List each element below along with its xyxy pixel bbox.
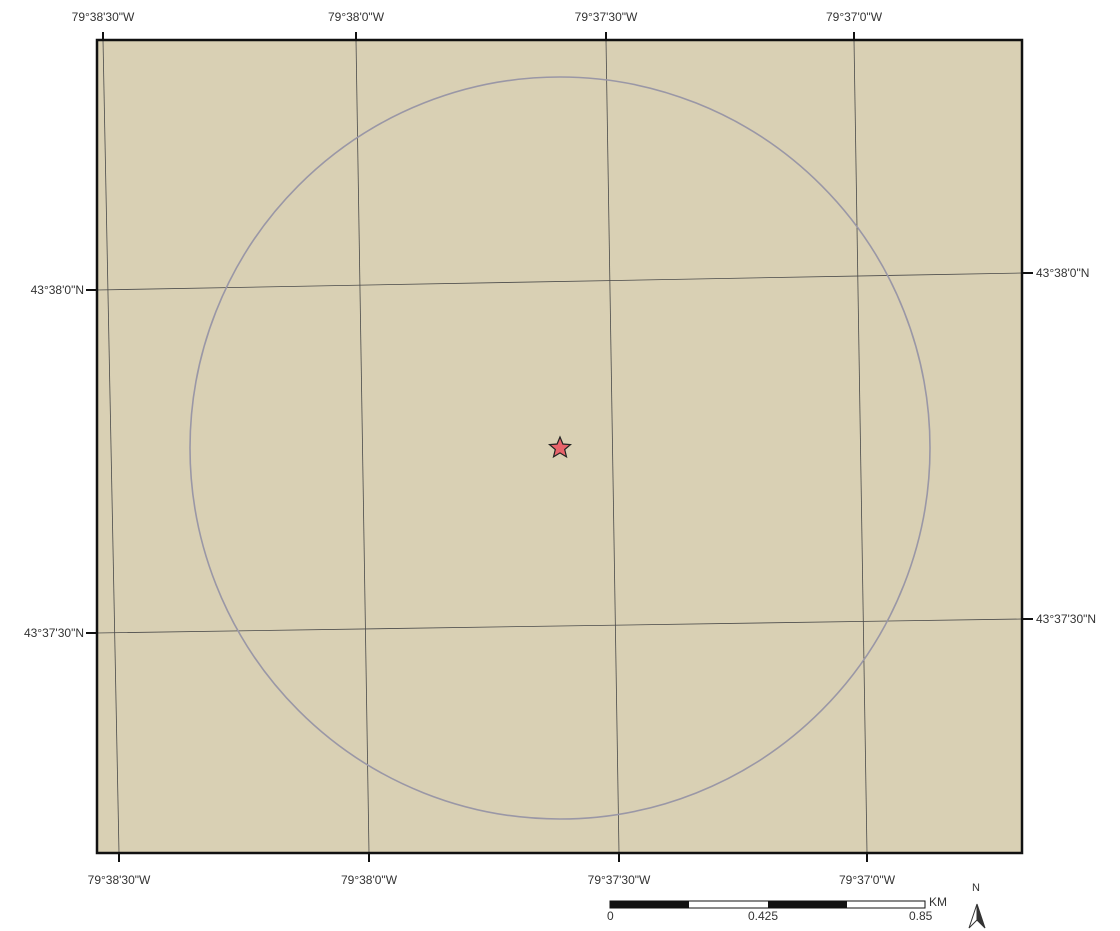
lon-label-bottom-3: 79°37'30"W xyxy=(587,873,651,887)
scale-bar-segment-3 xyxy=(768,901,847,908)
lon-label-bottom-1: 79°38'30"W xyxy=(87,873,151,887)
scale-bar xyxy=(609,900,926,909)
star-icon[interactable] xyxy=(547,435,573,459)
lon-label-top-4: 79°37'0"W xyxy=(825,10,883,24)
lat-label-left-1: 43°38'0"N xyxy=(30,283,84,297)
lat-label-right-2: 43°37'30"N xyxy=(1036,612,1097,626)
meridian-79-38-30 xyxy=(102,39,120,854)
lon-label-bottom-2: 79°38'0"W xyxy=(340,873,398,887)
parallel-lines xyxy=(96,272,1023,634)
meridian-79-37-0 xyxy=(853,39,868,854)
scale-label-0: 0 xyxy=(607,909,614,923)
lat-label-left-2: 43°37'30"N xyxy=(23,626,84,640)
buffer-circle xyxy=(189,76,931,820)
lon-label-top-3: 79°37'30"W xyxy=(574,10,638,24)
meridian-79-37-30 xyxy=(605,39,620,854)
lon-label-top-1: 79°38'30"W xyxy=(71,10,135,24)
parallel-43-38-0 xyxy=(96,272,1023,291)
lon-label-top-2: 79°38'0"W xyxy=(327,10,385,24)
scale-label-mid: 0.425 xyxy=(748,909,779,923)
lat-label-right-1: 43°38'0"N xyxy=(1036,266,1090,280)
scale-label-max: 0.85 xyxy=(909,909,933,923)
map-frame xyxy=(95,38,1024,855)
north-label: N xyxy=(972,882,980,894)
lon-label-bottom-4: 79°37'0"W xyxy=(838,873,896,887)
scale-unit: KM xyxy=(929,895,947,909)
parallel-43-37-30 xyxy=(96,618,1023,634)
north-arrow-icon xyxy=(968,903,986,929)
scale-bar-segment-1 xyxy=(610,901,689,908)
meridian-79-38-0 xyxy=(355,39,370,854)
meridian-lines xyxy=(102,39,868,854)
graticule-ticks xyxy=(86,32,1033,862)
